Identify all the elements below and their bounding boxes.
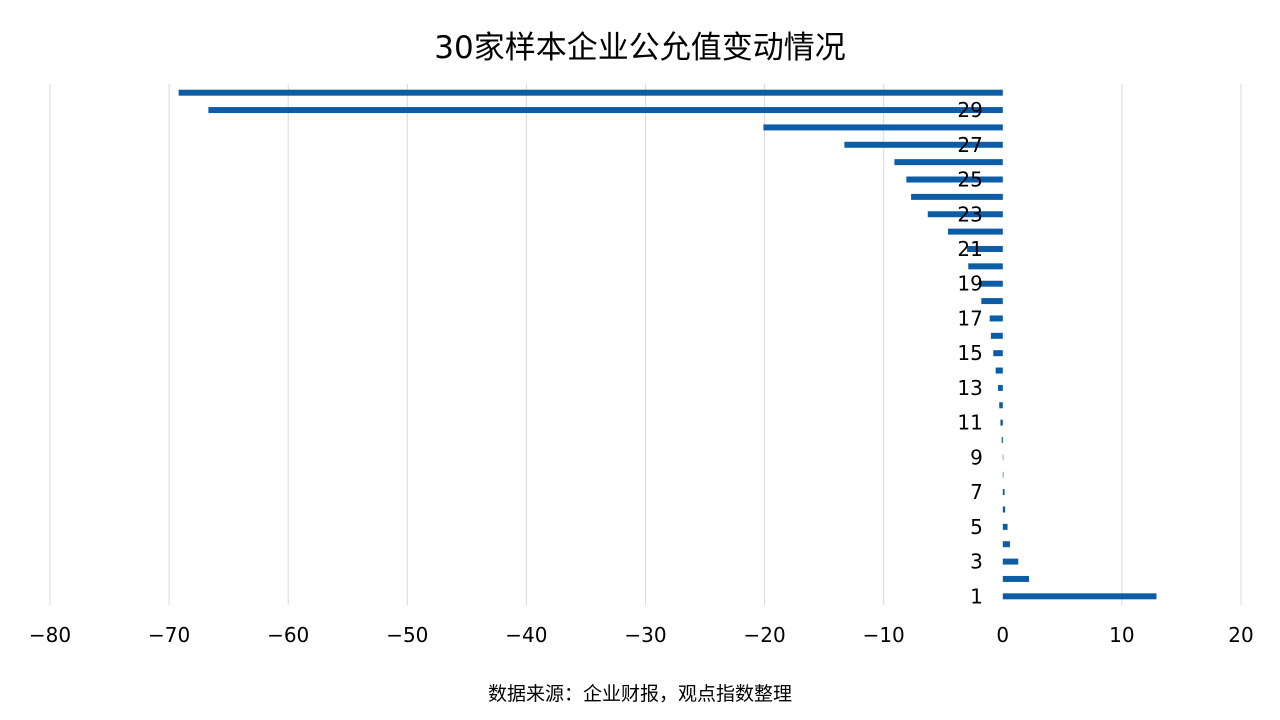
category-label: 19 [957, 272, 982, 296]
x-tick-label: −80 [29, 623, 71, 647]
bar-18 [981, 298, 1003, 305]
bar-12 [999, 402, 1003, 409]
bar-4 [1002, 541, 1010, 548]
bar-2 [1002, 575, 1030, 582]
x-tick-label: −70 [148, 623, 190, 647]
bar-17 [989, 315, 1003, 322]
x-axis-ticks: −80 −70 −60 −50 −40 −30 −20 −10 0 10 20 [29, 623, 1254, 647]
x-tick-label: −10 [863, 623, 905, 647]
category-label: 5 [970, 515, 983, 539]
bar-1 [1002, 593, 1157, 600]
category-label: 21 [957, 237, 982, 261]
bar-5 [1002, 523, 1008, 530]
bar-7 [1002, 489, 1005, 496]
category-label: 15 [957, 341, 982, 365]
category-label: 23 [957, 202, 982, 226]
x-tick-label: 10 [1109, 623, 1134, 647]
bar-29 [208, 107, 1003, 114]
bar-11 [1000, 419, 1003, 426]
bar-25 [906, 176, 1003, 183]
x-tick-label: −60 [267, 623, 309, 647]
category-label: 3 [970, 550, 983, 574]
bars [178, 89, 1157, 600]
bar-24 [911, 193, 1003, 200]
bar-20 [968, 263, 1003, 270]
x-tick-label: 20 [1228, 623, 1253, 647]
category-label: 11 [957, 411, 982, 435]
bar-19 [978, 280, 1003, 287]
bar-30 [178, 89, 1003, 96]
category-label: 1 [970, 584, 983, 608]
x-tick-label: −40 [505, 623, 547, 647]
x-tick-label: −30 [624, 623, 666, 647]
category-label: 9 [970, 445, 983, 469]
bar-28 [763, 124, 1003, 131]
bar-13 [998, 384, 1003, 391]
bar-8 [1002, 471, 1004, 478]
bar-27 [844, 141, 1003, 148]
chart-title: 30家样本企业公允值变动情况 [434, 30, 846, 66]
bar-9 [1002, 454, 1004, 461]
x-tick-label: 0 [996, 623, 1009, 647]
source-note: 数据来源：企业财报，观点指数整理 [487, 683, 792, 705]
category-label: 25 [957, 168, 982, 192]
bar-14 [995, 367, 1003, 374]
bar-3 [1002, 558, 1019, 565]
category-label: 29 [957, 98, 982, 122]
bar-26 [894, 159, 1003, 166]
category-label: 17 [957, 306, 982, 330]
category-label: 7 [970, 480, 983, 504]
category-label: 27 [957, 133, 982, 157]
bar-10 [1001, 437, 1003, 444]
grid-lines [49, 84, 1242, 605]
bar-15 [993, 350, 1003, 357]
bar-22 [948, 228, 1003, 235]
bar-21 [967, 245, 1003, 252]
x-tick-label: −50 [386, 623, 428, 647]
bar-23 [927, 211, 1003, 218]
bar-6 [1002, 506, 1006, 513]
category-label: 13 [957, 376, 982, 400]
bar-16 [990, 332, 1003, 339]
x-tick-label: −20 [743, 623, 785, 647]
